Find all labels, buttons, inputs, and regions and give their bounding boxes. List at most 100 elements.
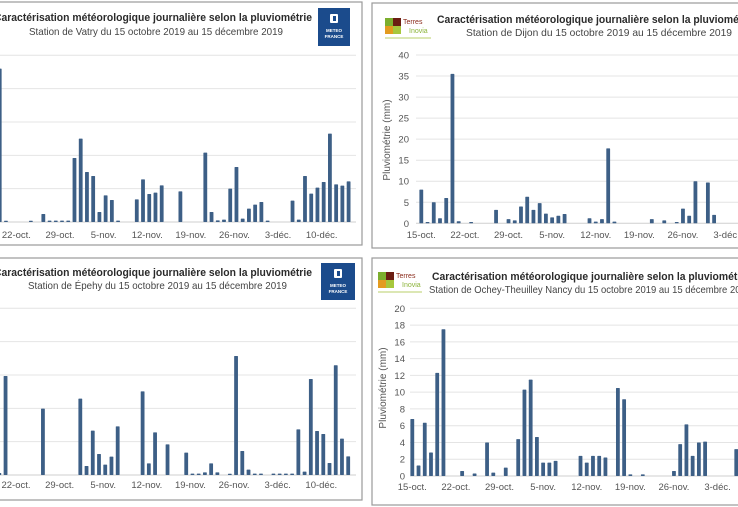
bar-2019-11-21 xyxy=(649,219,654,224)
logo-emblem-cut xyxy=(333,16,336,21)
x-tick-label: 5-nov. xyxy=(539,230,565,241)
logo-square xyxy=(386,280,394,288)
chart-panel-4: 0 2 4 6 8 10 12 14 16 18 20 Pluviométrie (mm) 15-oct… xyxy=(371,257,738,506)
bar-2019-11-15 xyxy=(612,221,617,224)
x-tick-label: 29-oct. xyxy=(485,482,514,493)
panel-content: 15-oct.22-oct.29-oct.5-nov.12-nov.19-nov… xyxy=(0,263,356,491)
logo-square xyxy=(385,18,393,26)
bar-2019-11-07 xyxy=(562,214,567,224)
bar-2019-11-03 xyxy=(537,203,542,224)
bar-2019-10-19 xyxy=(0,472,2,475)
bar-2019-11-25 xyxy=(674,222,679,224)
logo-text: METEO xyxy=(326,28,343,33)
bar-2019-12-05 xyxy=(290,200,295,222)
y-tick-label: 12 xyxy=(394,371,405,382)
y-tick-label: 14 xyxy=(394,354,405,365)
bar-2019-10-17 xyxy=(422,422,427,476)
x-tick-label: 19-nov. xyxy=(624,230,655,241)
bar-2019-11-14 xyxy=(159,185,164,222)
bar-2019-11-05 xyxy=(550,217,555,224)
bar-2019-10-19 xyxy=(0,68,2,222)
bar-2019-12-12 xyxy=(334,184,339,222)
x-tick-label: 26-nov. xyxy=(219,230,250,241)
bar-2019-11-26 xyxy=(234,355,238,475)
bar-2019-11-06 xyxy=(556,215,561,224)
x-tick-label: 12-nov. xyxy=(580,230,611,241)
bar-2019-10-19 xyxy=(444,198,449,224)
bar-2019-12-08 xyxy=(309,193,314,222)
bar-2019-12-13 xyxy=(340,185,345,222)
bar-2019-11-15 xyxy=(165,444,170,475)
chart-subtitle: Station de Vatry du 15 octobre 2019 au 1… xyxy=(29,26,283,38)
bar-2019-11-27 xyxy=(240,218,245,222)
x-tick-label: 26-nov. xyxy=(667,230,698,241)
bar-2019-12-12 xyxy=(333,365,338,475)
bar-2019-11-22 xyxy=(209,463,214,475)
bar-2019-11-07 xyxy=(116,220,120,222)
bar-2019-12-05 xyxy=(290,473,295,475)
bar-2019-11-11 xyxy=(578,455,583,476)
bar-2019-11-27 xyxy=(240,450,245,475)
y-tick-label: 10 xyxy=(394,388,405,399)
bar-2019-11-25 xyxy=(227,473,232,475)
bar-2019-11-21 xyxy=(203,152,208,222)
bar-2019-11-07 xyxy=(115,426,120,475)
bar-2019-12-09 xyxy=(315,430,319,475)
bar-2019-10-20 xyxy=(3,375,8,475)
logo-square xyxy=(393,26,401,34)
chart-subtitle: Station de Épehy du 15 octobre 2019 au 1… xyxy=(28,279,287,292)
bar-2019-11-13 xyxy=(153,432,157,475)
bar-2019-10-29 xyxy=(506,219,511,224)
logo-square xyxy=(378,272,386,280)
bar-2019-11-23 xyxy=(215,472,220,475)
bar-2019-11-18 xyxy=(184,452,189,475)
bar-2019-12-14 xyxy=(346,181,351,222)
y-tick-label: 20 xyxy=(398,135,409,146)
bar-2019-10-19 xyxy=(435,372,440,476)
bar-2019-11-19 xyxy=(628,474,633,476)
y-axis-label: Pluviométrie (mm) xyxy=(382,99,393,180)
bar-2019-12-10 xyxy=(321,433,326,475)
bar-2019-11-15 xyxy=(603,457,608,476)
chart-title: Caractérisation météorologique journaliè… xyxy=(437,14,738,26)
x-tick-label: 19-nov. xyxy=(615,482,646,493)
bar-2019-10-18 xyxy=(438,218,442,224)
x-tick-label: 3-déc. xyxy=(704,482,730,493)
bar-2019-11-13 xyxy=(153,192,158,222)
bar-2019-11-18 xyxy=(622,399,627,476)
x-tick-label: 12-nov. xyxy=(571,482,602,493)
bar-2019-11-26 xyxy=(681,208,685,224)
terres-inovia-logo: Terres Inovia xyxy=(385,18,431,39)
bar-2019-11-04 xyxy=(535,437,539,476)
logo-square xyxy=(378,280,386,288)
terres-inovia-logo: Terres Inovia xyxy=(378,272,422,293)
bar-2019-12-14 xyxy=(346,456,351,475)
bar-2019-10-29 xyxy=(60,220,64,222)
bar-2019-10-15 xyxy=(410,418,415,476)
bar-2019-10-28 xyxy=(53,220,58,222)
bar-2019-11-30 xyxy=(705,182,710,224)
bar-2019-11-06 xyxy=(109,456,114,475)
bar-2019-11-12 xyxy=(146,463,151,475)
bar-2019-11-01 xyxy=(78,398,83,475)
bar-2019-11-13 xyxy=(600,219,604,224)
bar-2019-10-31 xyxy=(519,206,523,224)
x-tick-label: 19-nov. xyxy=(175,480,206,491)
x-tick-label: 10-déc. xyxy=(306,230,338,241)
bar-2019-10-16 xyxy=(416,465,421,476)
bar-2019-11-04 xyxy=(544,213,548,224)
bar-2019-11-23 xyxy=(215,220,220,222)
panel-content: 15-oct.22-oct.29-oct.5-nov.12-nov.19-nov… xyxy=(0,8,356,241)
bar-2019-11-01 xyxy=(516,439,521,476)
bar-2019-11-17 xyxy=(615,387,620,476)
bar-2019-11-11 xyxy=(141,179,145,222)
bar-2019-11-10 xyxy=(134,199,139,222)
y-tick-label: 30 xyxy=(398,93,409,104)
bar-2019-11-02 xyxy=(85,171,89,222)
bar-2019-12-13 xyxy=(340,438,344,475)
x-tick-label: 5-nov. xyxy=(90,480,116,491)
bar-2019-11-01 xyxy=(78,138,83,222)
bar-2019-11-02 xyxy=(522,389,527,476)
x-tick-label: 3-déc. xyxy=(264,480,290,491)
